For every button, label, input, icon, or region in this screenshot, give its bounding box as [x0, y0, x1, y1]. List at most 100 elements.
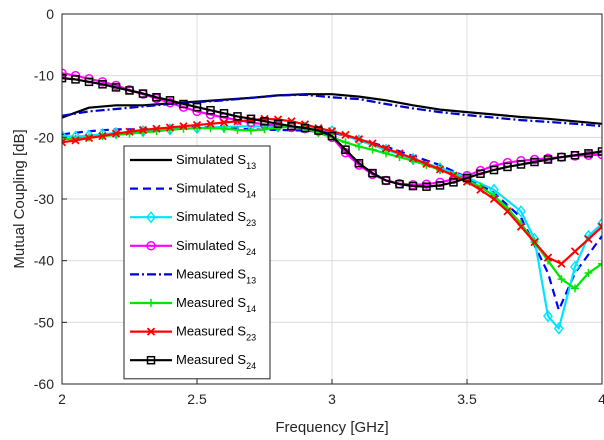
series-measured-s-23-marker [341, 130, 350, 140]
series-measured-s-23-marker [206, 119, 215, 128]
series-measured-s-24 [62, 73, 602, 191]
x-tick-label: 4 [598, 391, 604, 407]
legend-item-simulated-s-14: Simulated S14 [130, 181, 256, 200]
series-simulated-s-23-marker [516, 205, 526, 218]
series-measured-s-24-marker [381, 176, 391, 185]
series-measured-s-23-marker [111, 129, 121, 138]
y-tick-label: -10 [34, 68, 54, 84]
legend-item-measured-s-23: Measured S23 [130, 324, 256, 343]
y-tick-label: -50 [34, 314, 54, 330]
series-measured-s-23-marker [273, 115, 283, 124]
series-measured-s-23-marker [327, 127, 337, 136]
legend-label: Simulated S13 [176, 152, 256, 171]
series-measured-s-24-marker [489, 165, 499, 175]
series-measured-s-23-marker [84, 133, 94, 143]
series-measured-s-23-marker [62, 138, 67, 147]
series-measured-s-23-marker [152, 124, 161, 133]
series-measured-s-24-marker [597, 147, 602, 156]
series-measured-s-23-marker [138, 125, 148, 135]
series-measured-s-24-marker [111, 83, 121, 92]
series-measured-s-24-marker [62, 73, 67, 83]
series-measured-s-23-marker [489, 194, 499, 204]
series-measured-s-24-marker [422, 182, 431, 191]
y-tick-label: -20 [34, 129, 54, 145]
series-measured-s-23 [62, 114, 602, 268]
series-measured-s-14-marker [206, 124, 215, 133]
legend-label: Measured S14 [176, 295, 256, 314]
series-measured-s-24-marker [206, 105, 215, 115]
series-measured-s-14-marker [355, 142, 363, 151]
legend-item-measured-s-24: Measured S24 [130, 352, 256, 371]
series-measured-s-24-marker [125, 86, 134, 95]
legend-box [123, 145, 271, 380]
legend-label: Simulated S14 [176, 181, 256, 200]
legend-marker [146, 241, 156, 251]
series-measured-s-23-marker [233, 117, 242, 126]
series-measured-s-23-marker [381, 144, 391, 153]
series-measured-s-13-line [62, 93, 602, 128]
x-tick-label: 3.5 [457, 391, 477, 407]
series-measured-s-23-marker [71, 136, 80, 145]
series-measured-s-23-marker [557, 259, 566, 268]
series-measured-s-24-marker [408, 181, 418, 191]
series-measured-s-23-marker [516, 222, 526, 231]
series-measured-s-14-marker [341, 138, 350, 147]
series-measured-s-24-marker [327, 131, 337, 141]
legend-label: Simulated S24 [176, 238, 256, 257]
series-measured-s-24-marker [557, 152, 566, 162]
y-tick-label: 0 [46, 6, 54, 22]
series-measured-s-23-marker [570, 247, 580, 256]
series-measured-s-24-marker [84, 77, 94, 87]
series-layer [62, 68, 602, 335]
series-measured-s-23-marker [165, 123, 175, 132]
legend-item-simulated-s-23: Simulated S23 [130, 209, 256, 228]
series-measured-s-24-marker [354, 158, 364, 168]
series-measured-s-24-marker [219, 109, 229, 118]
series-measured-s-23-marker [368, 139, 377, 148]
series-measured-s-23-marker [584, 234, 593, 244]
series-measured-s-23-marker [179, 122, 188, 131]
series-measured-s-13 [62, 93, 602, 128]
series-measured-s-24-marker [71, 75, 80, 84]
series-measured-s-23-marker [395, 149, 404, 158]
series-measured-s-24-marker [530, 157, 539, 167]
series-measured-s-24-marker [98, 80, 107, 89]
series-measured-s-24-marker [273, 119, 283, 129]
series-measured-s-23-marker [530, 238, 539, 247]
y-axis-label: Mutual Coupling [dB] [11, 129, 28, 268]
y-tick-label: -60 [34, 376, 54, 392]
series-measured-s-14-marker [557, 275, 566, 284]
series-measured-s-23-marker [192, 120, 202, 130]
series-measured-s-14-marker [247, 126, 255, 135]
series-measured-s-14-marker [598, 259, 602, 268]
legend-marker [146, 327, 156, 336]
series-measured-s-24-marker [233, 112, 242, 121]
legend-item-simulated-s-24: Simulated S24 [130, 238, 256, 257]
series-measured-s-23-marker [422, 159, 431, 168]
series-simulated-s-23-marker [597, 217, 602, 230]
legend-label: Simulated S23 [176, 209, 256, 228]
legend-item-simulated-s-13: Simulated S13 [130, 152, 256, 171]
legend: Simulated S13 Simulated S14 Simulated S23 S… [123, 145, 271, 380]
series-measured-s-23-marker [503, 207, 512, 216]
series-measured-s-23-marker [98, 131, 107, 141]
series-measured-s-23-marker [287, 117, 296, 126]
x-tick-label: 2 [58, 391, 66, 407]
series-measured-s-24-marker [314, 126, 323, 135]
series-measured-s-24-marker [287, 121, 296, 131]
series-measured-s-24-marker [570, 150, 580, 160]
series-measured-s-24-marker [246, 114, 256, 124]
series-measured-s-14-marker [571, 284, 579, 293]
series-measured-s-14-marker [368, 145, 377, 154]
series-measured-s-23-marker [543, 253, 553, 262]
series-measured-s-23-marker [354, 135, 364, 144]
series-measured-s-23-marker [125, 127, 134, 136]
series-measured-s-24-marker [341, 145, 350, 154]
series-measured-s-24-marker [395, 179, 404, 189]
legend-item-measured-s-13: Measured S13 [130, 266, 256, 285]
series-measured-s-24-marker [192, 102, 202, 112]
series-measured-s-14-marker [220, 124, 228, 133]
legend-marker [146, 210, 156, 224]
series-measured-s-24-marker [152, 93, 161, 102]
